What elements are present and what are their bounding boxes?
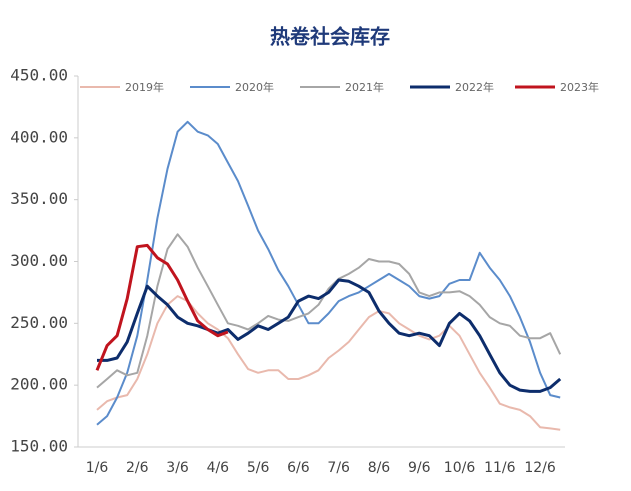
legend-label: 2021年 bbox=[345, 80, 384, 94]
y-tick-label: 250.00 bbox=[10, 313, 68, 332]
x-tick-label: 3/6 bbox=[166, 460, 189, 476]
x-tick-label: 11/6 bbox=[484, 460, 516, 476]
x-tick-label: 5/6 bbox=[247, 460, 270, 476]
series-line bbox=[95, 243, 229, 371]
x-tick-label: 7/6 bbox=[327, 460, 350, 476]
series-line bbox=[96, 295, 561, 431]
y-tick-label: 300.00 bbox=[10, 251, 68, 270]
y-tick-label: 350.00 bbox=[10, 189, 68, 208]
series-line bbox=[96, 120, 561, 426]
y-tick-label: 450.00 bbox=[10, 66, 68, 85]
legend-label: 2022年 bbox=[455, 80, 494, 94]
legend-label: 2023年 bbox=[560, 80, 599, 94]
x-tick-label: 9/6 bbox=[408, 460, 431, 476]
legend-label: 2019年 bbox=[125, 80, 164, 94]
series-line bbox=[96, 233, 562, 389]
x-tick-label: 4/6 bbox=[207, 460, 230, 476]
x-tick-label: 6/6 bbox=[287, 460, 310, 476]
y-tick-label: 200.00 bbox=[10, 375, 68, 394]
y-tick-label: 150.00 bbox=[10, 437, 68, 456]
x-tick-label: 12/6 bbox=[524, 460, 556, 476]
x-tick-label: 8/6 bbox=[368, 460, 391, 476]
chart-title: 热卷社会库存 bbox=[270, 25, 390, 49]
legend-label: 2020年 bbox=[235, 80, 274, 94]
x-tick-label: 1/6 bbox=[86, 460, 109, 476]
x-tick-label: 10/6 bbox=[444, 460, 476, 476]
series-line bbox=[97, 278, 562, 393]
x-tick-label: 2/6 bbox=[126, 460, 149, 476]
y-tick-label: 400.00 bbox=[10, 127, 68, 146]
